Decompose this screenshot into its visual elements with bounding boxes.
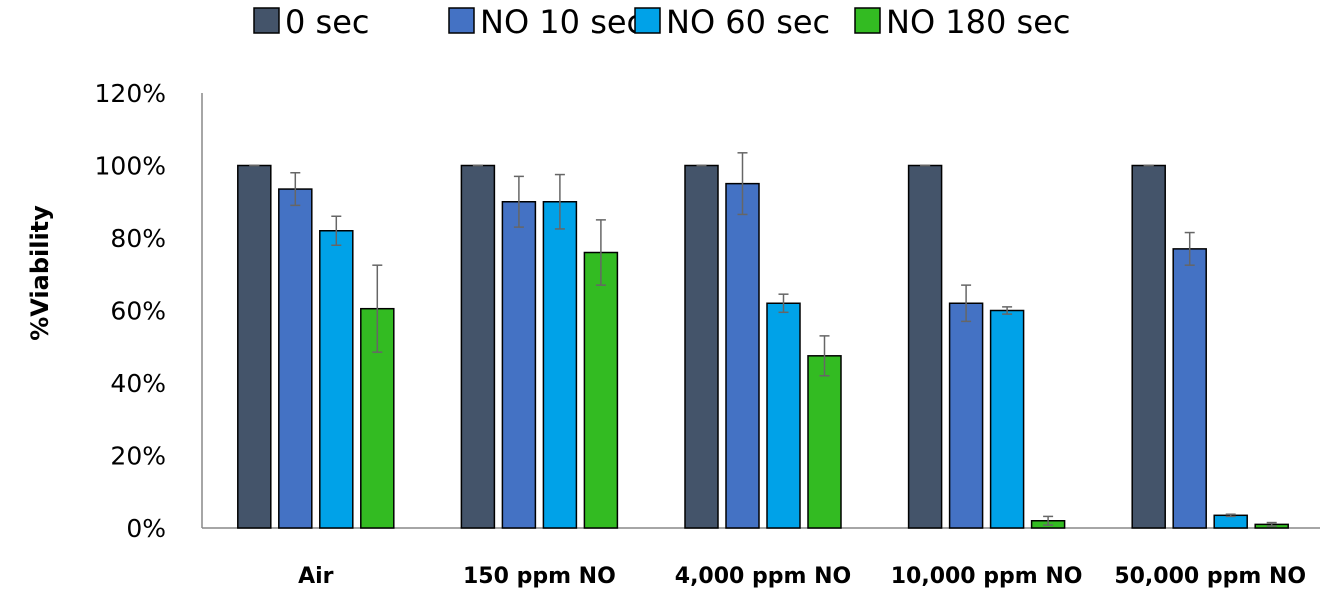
bar-no-10-sec	[1172, 248, 1207, 529]
bar-no-60-sec	[1213, 514, 1248, 529]
error-bar	[554, 173, 565, 230]
error-bar	[961, 284, 972, 323]
error-bar	[372, 264, 383, 353]
bar-no-10-sec	[501, 201, 537, 529]
bar-no-60-sec	[989, 309, 1025, 529]
error-bar	[595, 219, 606, 286]
bar-0-sec	[460, 164, 496, 529]
legend-swatch	[634, 7, 661, 34]
legend-label: NO 10 sec	[480, 3, 644, 41]
y-tick-label: 20%	[110, 442, 166, 471]
bar-no-10-sec	[278, 188, 313, 529]
category-label: 50,000 ppm NO	[1114, 564, 1306, 589]
legend-swatch	[448, 7, 475, 34]
legend-item: 0 sec	[253, 3, 369, 41]
bar-no-180-sec	[583, 251, 619, 529]
category-label: 150 ppm NO	[463, 564, 616, 589]
category-label: 10,000 ppm NO	[891, 564, 1083, 589]
y-axis-ticks: 0% 20% 40% 60% 80% 100% 120%	[95, 79, 166, 543]
bar-no-60-sec	[766, 302, 801, 529]
y-tick-label: 80%	[110, 224, 166, 253]
bar-0-sec	[684, 164, 719, 529]
y-tick-label: 60%	[110, 297, 166, 326]
error-bar	[1184, 231, 1195, 266]
bar-no-60-sec	[542, 201, 578, 529]
category-labels: Air 150 ppm NO 4,000 ppm NO 10,000 ppm NO 50…	[298, 564, 1306, 589]
error-bar	[819, 335, 830, 377]
legend-item: NO 10 sec	[448, 3, 644, 41]
bar-0-sec	[1131, 164, 1166, 529]
legend-item: NO 60 sec	[634, 3, 830, 41]
error-bar	[513, 175, 524, 228]
y-tick-label: 120%	[95, 79, 166, 108]
error-bar	[1225, 513, 1236, 518]
legend-label: NO 180 sec	[886, 3, 1071, 41]
error-bar	[1266, 521, 1277, 527]
bar-no-60-sec	[319, 230, 354, 529]
bars	[237, 164, 1289, 529]
y-tick-label: 0%	[126, 514, 166, 543]
error-bar	[331, 215, 342, 246]
legend-swatch	[253, 7, 280, 34]
legend-label: 0 sec	[285, 3, 369, 41]
legend-label: NO 60 sec	[666, 3, 830, 41]
y-tick-label: 40%	[110, 369, 166, 398]
error-bar	[1002, 306, 1013, 315]
bar-0-sec	[237, 164, 272, 529]
bar-no-180-sec	[807, 355, 842, 529]
category-label: Air	[298, 564, 334, 589]
error-bar	[1043, 515, 1054, 526]
bar-no-10-sec	[948, 302, 984, 529]
category-label: 4,000 ppm NO	[675, 564, 851, 589]
error-bars	[249, 152, 1277, 527]
bar-0-sec	[907, 164, 943, 529]
y-tick-label: 100%	[95, 152, 166, 181]
legend-swatch	[854, 7, 881, 34]
y-axis-label: %Viability	[26, 205, 54, 341]
error-bar	[778, 293, 789, 314]
legend: 0 sec NO 10 sec NO 60 sec NO 180 sec	[253, 3, 1071, 41]
error-bar	[290, 172, 301, 207]
bar-no-10-sec	[725, 182, 760, 529]
error-bar	[737, 152, 748, 216]
legend-item: NO 180 sec	[854, 3, 1071, 41]
